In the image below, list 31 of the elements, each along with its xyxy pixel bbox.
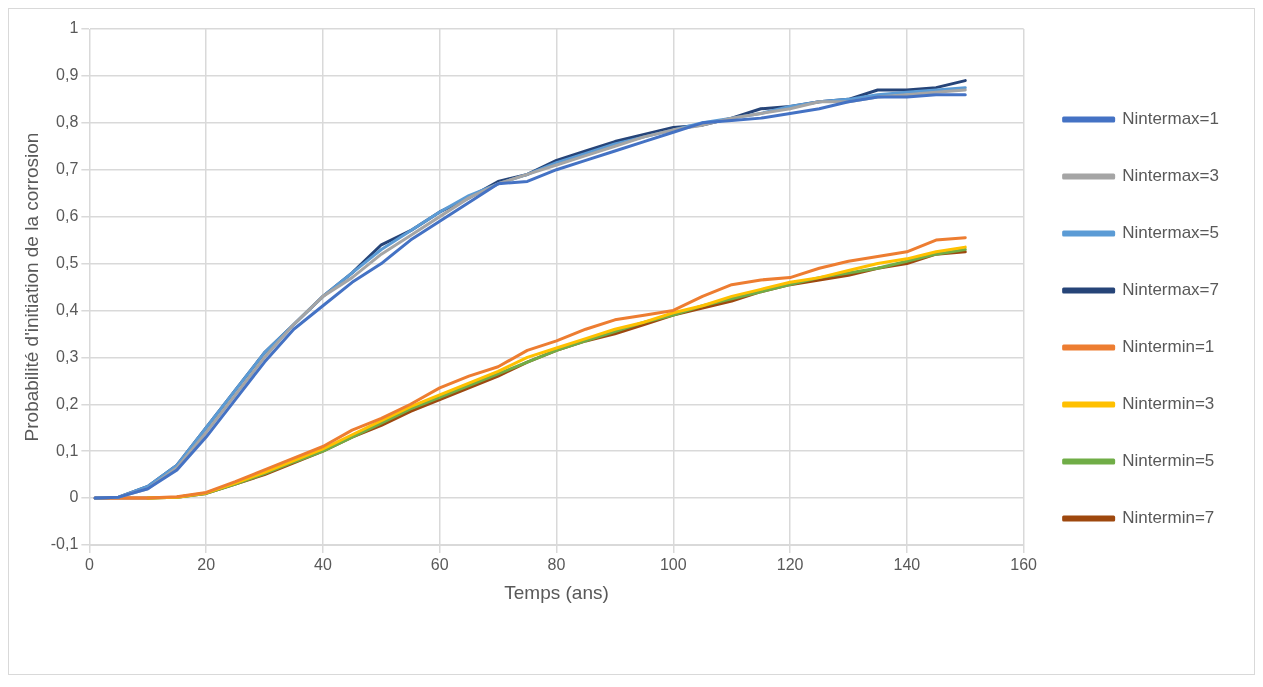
x-tick-label: 100 bbox=[659, 556, 687, 574]
x-tick-label: 140 bbox=[893, 556, 921, 574]
y-tick-label: -0,1 bbox=[50, 535, 79, 553]
y-axis-title: Probabilité d'initiation de la corrosion bbox=[20, 132, 42, 442]
y-tick-label: 0,5 bbox=[56, 253, 79, 271]
x-tick-label: 0 bbox=[84, 556, 94, 574]
x-tick-label: 40 bbox=[314, 556, 332, 574]
x-tick-label: 60 bbox=[430, 556, 449, 574]
x-tick-label: 20 bbox=[197, 556, 216, 574]
legend-label: Nintermax=5 bbox=[1122, 223, 1220, 243]
y-tick-label: 0,2 bbox=[56, 394, 79, 412]
y-tick-label: 0,8 bbox=[56, 113, 79, 131]
legend-label: Nintermax=7 bbox=[1122, 280, 1220, 300]
legend-label: Nintermax=3 bbox=[1122, 166, 1220, 186]
y-tick-label: 1 bbox=[69, 19, 79, 37]
y-tick-label: 0,6 bbox=[56, 207, 79, 225]
legend-label: Nintermin=5 bbox=[1122, 451, 1215, 471]
x-tick-label: 120 bbox=[776, 556, 804, 574]
x-tick-label: 160 bbox=[1010, 556, 1038, 574]
y-tick-label: 0,4 bbox=[56, 300, 79, 318]
x-tick-label: 80 bbox=[547, 556, 566, 574]
y-tick-label: 0,1 bbox=[56, 441, 79, 459]
y-tick-label: 0 bbox=[69, 488, 79, 506]
y-tick-label: 0,3 bbox=[56, 347, 79, 365]
legend-label: Nintermin=3 bbox=[1122, 394, 1215, 414]
y-tick-label: 0,9 bbox=[56, 66, 79, 84]
x-axis-title: Temps (ans) bbox=[504, 581, 609, 603]
legend-label: Nintermin=7 bbox=[1122, 508, 1215, 528]
y-tick-label: 0,7 bbox=[56, 160, 79, 178]
legend-label: Nintermin=1 bbox=[1122, 337, 1215, 357]
legend-label: Nintermax=1 bbox=[1122, 109, 1220, 129]
